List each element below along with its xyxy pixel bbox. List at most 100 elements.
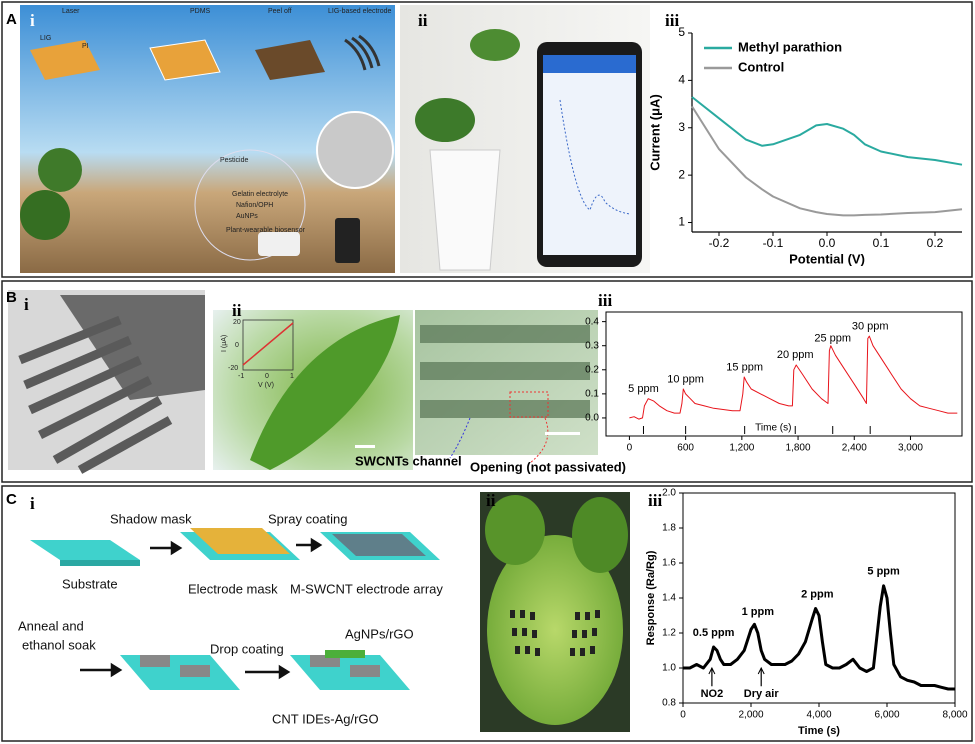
illustration-label: LIG-based electrode	[328, 8, 392, 15]
legend-label: Methyl parathion	[738, 39, 842, 54]
sensor-array	[510, 610, 600, 656]
annotation: NO2	[701, 688, 724, 700]
annotation: SWCNTs channel	[355, 453, 462, 468]
y-axis-label: Current (μA)	[647, 94, 662, 171]
y-tick-label: 0.8	[662, 698, 676, 709]
schematic-label: Spray coating	[268, 511, 348, 526]
zoom-circle	[194, 149, 306, 261]
arrow-head	[708, 666, 716, 675]
inset-axis-label: I (μA)	[221, 335, 228, 352]
series-line	[691, 105, 963, 217]
inset-frame	[242, 319, 294, 371]
illustration-label: Pesticide	[220, 157, 249, 164]
annotation: 25 ppm	[814, 332, 851, 344]
electrode-fingers	[18, 315, 173, 474]
illustration-label: Gelatin electrolyte	[232, 191, 288, 198]
annotation: Opening (not passivated)	[470, 459, 626, 474]
y-tick-label: 0.2	[585, 364, 599, 375]
scale-bar	[545, 432, 580, 435]
tree-icon	[38, 148, 82, 192]
electrode-pad	[60, 295, 205, 400]
plot-area	[606, 312, 962, 436]
array	[332, 534, 426, 556]
x-tick-label: 0	[627, 443, 633, 454]
subpanel-label: ii	[232, 301, 242, 320]
x-tick-label: 4,000	[806, 710, 831, 721]
x-tick-label: 0.2	[927, 236, 944, 250]
series-line	[683, 584, 955, 691]
x-tick-label: -0.2	[709, 236, 730, 250]
x-tick-label: 6,000	[874, 710, 899, 721]
panel-label: C	[6, 491, 17, 508]
x-axis-label: Potential (V)	[789, 251, 865, 266]
schematic-label: AgNPs/rGO	[345, 626, 414, 641]
schematic-label: Drop coating	[210, 641, 284, 656]
y-tick-label: 1.0	[662, 663, 676, 674]
panel-label: B	[6, 289, 17, 306]
arrow-head	[757, 666, 765, 675]
x-tick-label: 1,800	[786, 443, 811, 454]
leaf	[487, 535, 623, 725]
x-tick-label: 3,000	[898, 443, 923, 454]
micro-stripes	[420, 325, 590, 418]
phone-icon	[335, 218, 360, 263]
substrate-icon	[149, 39, 221, 81]
y-tick-label: 2	[678, 167, 685, 181]
annotation: 20 ppm	[777, 349, 814, 361]
annotation: 2 ppm	[801, 588, 834, 600]
panel-frame	[1, 1, 973, 278]
x-tick-label: 2,000	[738, 710, 763, 721]
subpanel-label: i	[30, 11, 35, 30]
schematic-label: CNT IDEs-Ag/rGO	[272, 711, 379, 726]
slab	[60, 560, 140, 566]
illustration-label: PDMS	[190, 8, 211, 15]
y-tick-label: 1	[678, 215, 685, 229]
pad	[350, 665, 380, 677]
leaf	[415, 98, 475, 142]
subpanel-label: iii	[598, 291, 612, 310]
schematic-label: Electrode mask	[188, 581, 278, 596]
plot-area	[692, 33, 962, 232]
x-tick-label: 0.1	[873, 236, 890, 250]
y-tick-label: 1.2	[662, 628, 676, 639]
subpanel-label: i	[30, 494, 35, 513]
panel-frame	[1, 485, 973, 742]
inset-curve	[242, 322, 294, 366]
panel-label: A	[6, 11, 17, 28]
subpanel-label: iii	[648, 491, 662, 510]
annotation: 1 ppm	[742, 606, 775, 618]
schematic-label: ethanol soak	[22, 637, 96, 652]
axis-frame	[605, 311, 963, 437]
inset-tick-label: 20	[233, 319, 241, 326]
inset-tick-label: 0	[265, 373, 269, 380]
annotation: 5 ppm	[867, 566, 900, 578]
y-tick-label: 2.0	[662, 488, 676, 499]
inset-axis-label: V (V)	[258, 382, 274, 389]
y-tick-label: 3	[678, 120, 685, 134]
illustration-label: LIG	[40, 35, 51, 42]
x-tick-label: 8,000	[942, 710, 967, 721]
subpanel-label: ii	[486, 491, 496, 510]
inset-tick-label: 1	[290, 373, 294, 380]
pointer	[449, 417, 471, 459]
device-icon	[258, 232, 300, 256]
phone-screen	[543, 55, 636, 255]
x-tick-label: -0.1	[763, 236, 784, 250]
y-axis-label: Response (Ra/Rg)	[645, 550, 657, 645]
series-line	[629, 335, 958, 420]
y-tick-label: 1.4	[662, 593, 676, 604]
x-tick-label: 600	[677, 443, 694, 454]
x-axis-label: Time (s)	[798, 725, 840, 737]
subpanel-label: i	[24, 295, 29, 314]
y-tick-label: 0.3	[585, 340, 599, 351]
inset-tick-label: 0	[235, 342, 239, 349]
series-line	[691, 96, 963, 166]
schematic	[30, 528, 440, 690]
leaf	[470, 29, 520, 61]
pad	[180, 665, 210, 677]
mask	[190, 528, 290, 554]
subpanel-label: iii	[665, 11, 679, 30]
inset-tick-label: -1	[238, 373, 244, 380]
